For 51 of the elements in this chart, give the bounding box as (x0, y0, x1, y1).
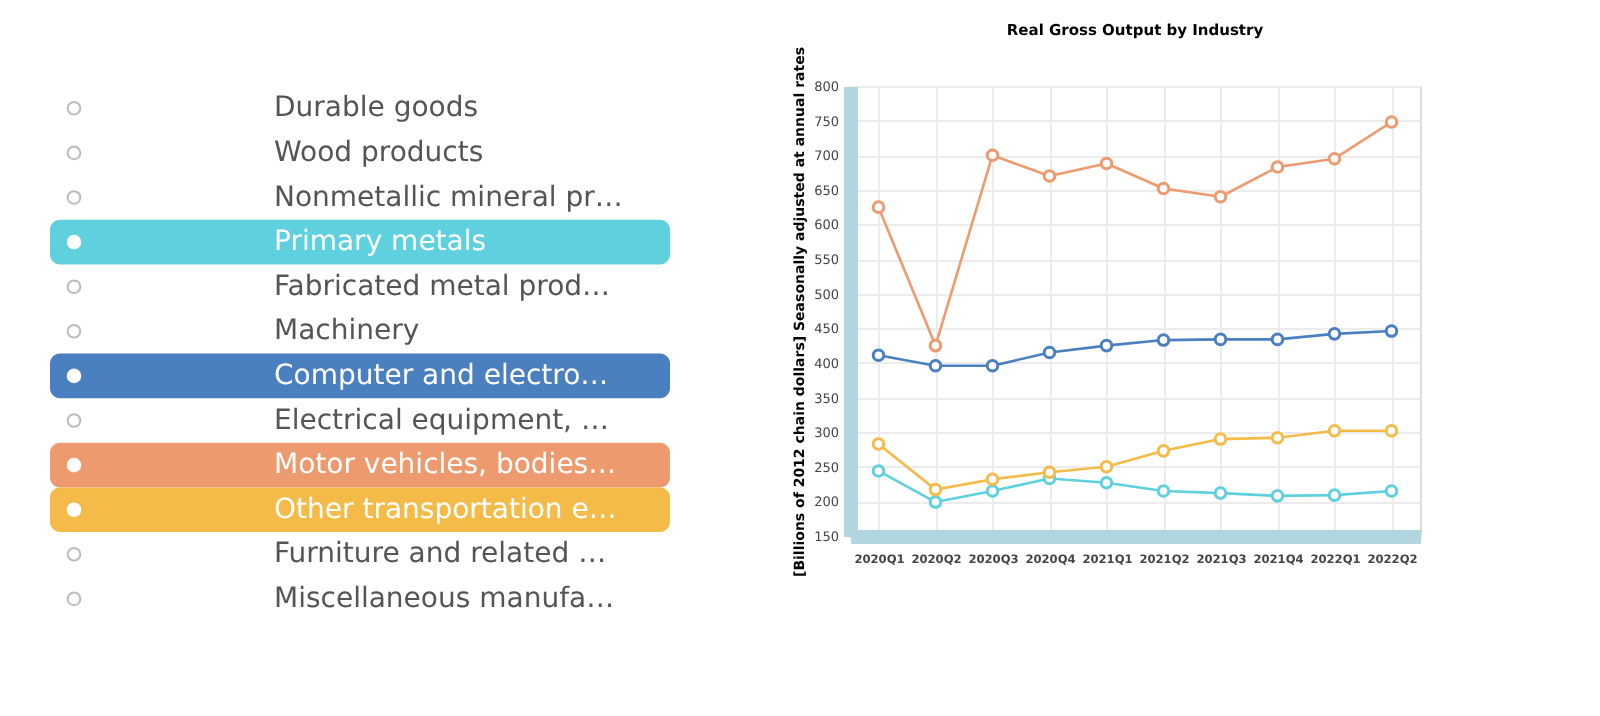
point (985, 148, 1000, 163)
point (985, 472, 1000, 487)
point (1270, 160, 1285, 174)
text: Nonmetallic mineral pr… (274, 181, 623, 214)
point (871, 348, 886, 363)
point (871, 464, 886, 478)
point (928, 338, 943, 353)
text: Wood products (274, 136, 484, 169)
text: Electrical equipment, … (274, 404, 609, 437)
text: Furniture and related … (274, 538, 607, 571)
text: Fabricated metal prod… (274, 270, 611, 303)
text: Durable goods (274, 92, 479, 125)
point (871, 200, 886, 214)
text: Computer and electro… (274, 359, 609, 392)
point (1213, 486, 1228, 500)
point (1042, 169, 1057, 183)
point (1213, 189, 1228, 204)
point (1327, 488, 1342, 502)
text: Primary metals (274, 226, 487, 259)
text: Other transportation e… (274, 493, 617, 526)
point (928, 495, 943, 509)
point (1099, 338, 1114, 353)
point (985, 484, 1000, 498)
point (1327, 327, 1342, 341)
point (1156, 333, 1171, 347)
point (1384, 423, 1399, 438)
point (1156, 444, 1171, 458)
point (1270, 489, 1285, 503)
point (871, 437, 886, 451)
point (1270, 332, 1285, 347)
point (1384, 115, 1399, 129)
point (1213, 432, 1228, 446)
point (1156, 181, 1171, 196)
point (985, 358, 1000, 373)
point (928, 482, 943, 497)
point (1270, 430, 1285, 445)
point (1042, 345, 1057, 360)
point (1384, 324, 1399, 338)
point (1042, 465, 1057, 480)
point (1327, 151, 1342, 166)
point (928, 358, 943, 373)
text: Miscellaneous manufa… (274, 582, 615, 615)
point (1156, 484, 1171, 498)
point (1099, 459, 1114, 474)
text: Machinery (274, 315, 420, 348)
point (1384, 484, 1399, 498)
point (1099, 156, 1114, 171)
text: Motor vehicles, bodies… (274, 449, 617, 482)
point (1213, 332, 1228, 347)
point (1099, 475, 1114, 490)
point (1327, 423, 1342, 438)
